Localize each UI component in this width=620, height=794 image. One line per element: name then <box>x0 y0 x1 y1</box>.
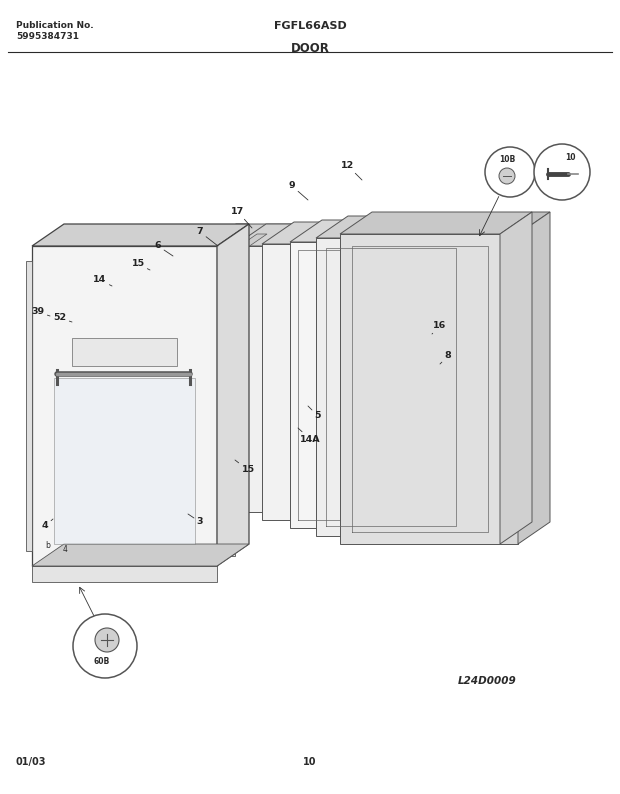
Text: b: b <box>45 542 50 550</box>
Polygon shape <box>316 216 498 238</box>
Polygon shape <box>290 242 435 528</box>
Text: 9: 9 <box>289 182 308 200</box>
Text: 14: 14 <box>94 276 112 286</box>
Polygon shape <box>225 234 267 256</box>
Text: 60B: 60B <box>94 657 110 666</box>
Polygon shape <box>32 246 217 566</box>
Polygon shape <box>32 544 249 566</box>
Polygon shape <box>518 212 550 544</box>
Polygon shape <box>175 226 342 248</box>
Circle shape <box>499 168 515 184</box>
Text: 17: 17 <box>231 207 252 228</box>
Circle shape <box>485 147 535 197</box>
Polygon shape <box>32 224 249 246</box>
Polygon shape <box>500 234 518 544</box>
Polygon shape <box>225 256 235 556</box>
Polygon shape <box>290 220 467 242</box>
Polygon shape <box>204 224 374 246</box>
Polygon shape <box>217 224 249 566</box>
Text: 10: 10 <box>303 757 317 767</box>
Text: 5: 5 <box>308 406 321 421</box>
Polygon shape <box>310 226 342 496</box>
Text: 10: 10 <box>565 153 575 163</box>
Circle shape <box>73 614 137 678</box>
Text: 01/03: 01/03 <box>16 757 46 767</box>
Text: 4: 4 <box>42 519 53 530</box>
Text: 15: 15 <box>131 260 150 270</box>
Circle shape <box>534 144 590 200</box>
Polygon shape <box>316 238 466 536</box>
Text: 12: 12 <box>342 161 362 180</box>
Polygon shape <box>340 234 500 544</box>
Polygon shape <box>374 224 406 512</box>
Circle shape <box>95 628 119 652</box>
Text: 14A: 14A <box>298 428 321 444</box>
Text: 3: 3 <box>188 514 203 526</box>
Text: FGFL66ASD: FGFL66ASD <box>273 21 347 31</box>
Polygon shape <box>342 224 374 504</box>
Text: 16: 16 <box>432 322 446 334</box>
Polygon shape <box>32 566 217 582</box>
Text: L24D0009: L24D0009 <box>458 676 516 686</box>
Polygon shape <box>404 222 436 520</box>
Polygon shape <box>234 246 374 512</box>
Text: 5995384731: 5995384731 <box>16 32 79 41</box>
Polygon shape <box>175 248 310 496</box>
Text: 4: 4 <box>63 545 68 554</box>
Text: Publication No.: Publication No. <box>16 21 94 30</box>
Text: 10B: 10B <box>499 156 515 164</box>
Polygon shape <box>435 220 467 528</box>
Text: 8: 8 <box>440 352 451 364</box>
Text: 15: 15 <box>235 460 255 475</box>
Polygon shape <box>466 216 498 536</box>
Polygon shape <box>204 246 342 504</box>
Text: eReplacementParts.com: eReplacementParts.com <box>193 391 303 400</box>
Polygon shape <box>26 261 32 551</box>
Polygon shape <box>72 337 177 365</box>
Polygon shape <box>500 212 532 544</box>
Polygon shape <box>54 378 195 544</box>
Polygon shape <box>340 212 532 234</box>
Text: 52: 52 <box>53 314 72 322</box>
Text: 6: 6 <box>154 241 173 256</box>
Polygon shape <box>262 244 404 520</box>
Polygon shape <box>262 222 436 244</box>
Text: DOOR: DOOR <box>291 42 329 55</box>
Text: 7: 7 <box>197 228 218 246</box>
Polygon shape <box>234 224 406 246</box>
Polygon shape <box>500 212 550 234</box>
Text: 39: 39 <box>32 307 50 317</box>
